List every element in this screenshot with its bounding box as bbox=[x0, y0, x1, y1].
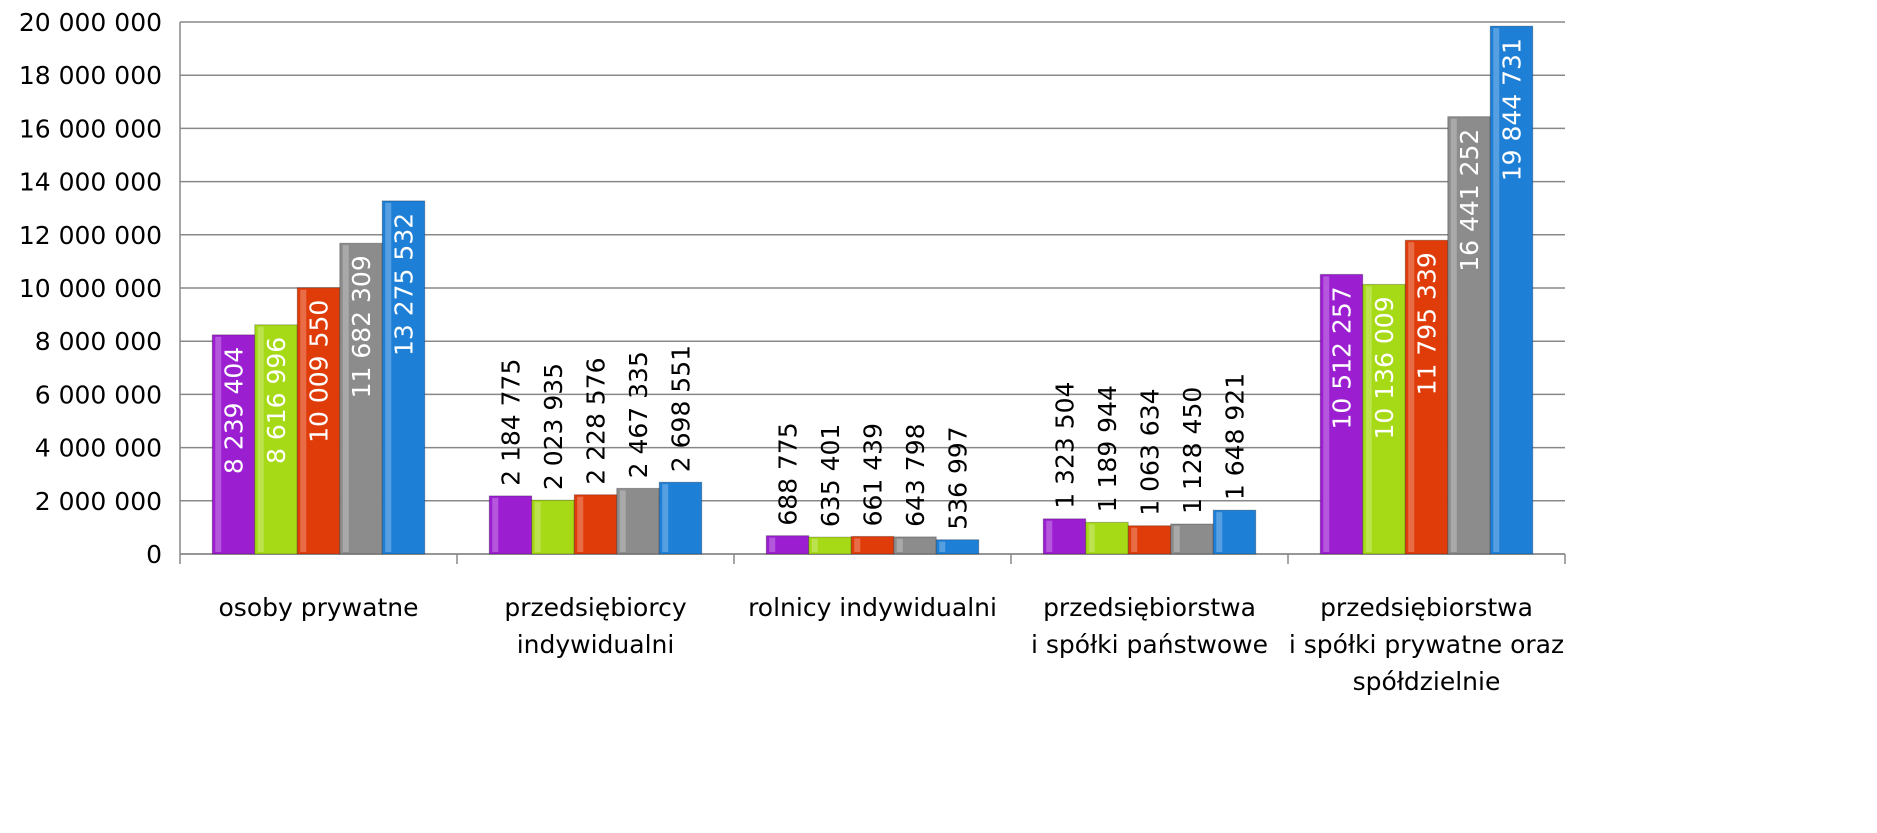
bar bbox=[1212, 509, 1257, 555]
bar-shine bbox=[1216, 512, 1223, 552]
x-tick-label: przedsiębiorcy indywidualni bbox=[504, 593, 686, 659]
x-tick-label: przedsiębiorstwa i spółki państwowe bbox=[1031, 593, 1268, 659]
value-label: 13 275 532 bbox=[390, 213, 419, 356]
value-label: 688 775 bbox=[774, 422, 803, 525]
value-label: 10 512 257 bbox=[1328, 286, 1357, 429]
bar-shine bbox=[896, 538, 903, 552]
bar-shine bbox=[662, 484, 669, 552]
bar bbox=[531, 499, 575, 555]
bar-shine bbox=[1493, 28, 1500, 553]
bar bbox=[211, 334, 256, 555]
y-tick-label: 6 000 000 bbox=[35, 380, 162, 409]
bar bbox=[1447, 116, 1491, 555]
bar bbox=[1042, 518, 1087, 555]
bar-shine bbox=[257, 326, 264, 552]
y-tick-label: 10 000 000 bbox=[19, 274, 162, 303]
bar bbox=[296, 287, 341, 555]
bar-shine bbox=[619, 490, 626, 552]
value-label: 10 009 550 bbox=[305, 300, 334, 443]
bar-shine bbox=[854, 538, 861, 552]
value-label: 8 239 404 bbox=[220, 347, 249, 474]
y-tick-label: 0 bbox=[146, 540, 162, 569]
bar-shine bbox=[1323, 276, 1330, 552]
value-label: 661 439 bbox=[859, 423, 888, 526]
value-label: 2 467 335 bbox=[624, 351, 653, 478]
value-label: 11 795 339 bbox=[1413, 252, 1442, 395]
y-tick-label: 8 000 000 bbox=[35, 327, 162, 356]
bar bbox=[1127, 525, 1172, 555]
value-label: 8 616 996 bbox=[262, 337, 291, 464]
x-tick-label: przedsiębiorstwa i spółki prywatne oraz sp… bbox=[1289, 593, 1564, 696]
value-label: 11 682 309 bbox=[347, 255, 376, 398]
bar bbox=[658, 481, 703, 555]
value-label: 16 441 252 bbox=[1455, 129, 1484, 272]
y-tick-label: 16 000 000 bbox=[19, 114, 162, 143]
bar bbox=[1489, 25, 1534, 555]
bar-shine bbox=[1173, 525, 1180, 552]
bar-shine bbox=[534, 502, 541, 552]
value-label: 2 184 775 bbox=[497, 359, 526, 486]
y-tick-label: 18 000 000 bbox=[19, 61, 162, 90]
bar-shine bbox=[1088, 524, 1095, 552]
value-label: 2 023 935 bbox=[539, 363, 568, 490]
value-label: 19 844 731 bbox=[1498, 38, 1527, 181]
value-label: 643 798 bbox=[901, 423, 930, 526]
bar bbox=[1362, 283, 1406, 555]
bar-shine bbox=[492, 497, 499, 552]
bar bbox=[1085, 521, 1129, 555]
value-label: 1 128 450 bbox=[1178, 387, 1207, 514]
bar-shine bbox=[577, 496, 584, 552]
bar-shine bbox=[215, 336, 222, 552]
value-label: 1 648 921 bbox=[1221, 373, 1250, 500]
bar bbox=[254, 324, 298, 555]
value-label: 536 997 bbox=[944, 426, 973, 529]
bar bbox=[381, 200, 426, 555]
y-tick-label: 2 000 000 bbox=[35, 487, 162, 516]
bar-shine bbox=[342, 245, 349, 552]
bar bbox=[935, 539, 980, 555]
value-label: 1 189 944 bbox=[1093, 385, 1122, 512]
x-tick-label: osoby prywatne bbox=[219, 593, 419, 622]
value-label: 1 323 504 bbox=[1051, 382, 1080, 509]
bar-shine bbox=[811, 539, 818, 552]
y-tick-label: 20 000 000 bbox=[19, 8, 162, 37]
bar-shine bbox=[939, 541, 946, 552]
bar-shine bbox=[1365, 286, 1372, 552]
value-label: 635 401 bbox=[816, 424, 845, 527]
bar-shine bbox=[385, 202, 392, 552]
y-tick-label: 12 000 000 bbox=[19, 221, 162, 250]
x-tick-label: rolnicy indywidualni bbox=[748, 593, 997, 622]
bar-shine bbox=[1131, 527, 1138, 552]
value-label: 10 136 009 bbox=[1370, 296, 1399, 439]
bar bbox=[1319, 273, 1364, 555]
bar bbox=[573, 494, 618, 555]
bar-shine bbox=[1408, 242, 1415, 552]
value-label: 1 063 634 bbox=[1136, 388, 1165, 515]
bar-shine bbox=[1450, 118, 1457, 553]
value-label: 2 698 551 bbox=[667, 345, 696, 472]
value-label: 2 228 576 bbox=[582, 357, 611, 484]
bar-shine bbox=[300, 289, 307, 552]
bar-shine bbox=[769, 537, 776, 552]
bar-shine bbox=[1046, 520, 1053, 552]
bar bbox=[616, 487, 660, 555]
y-tick-label: 4 000 000 bbox=[35, 434, 162, 463]
y-tick-label: 14 000 000 bbox=[19, 168, 162, 197]
